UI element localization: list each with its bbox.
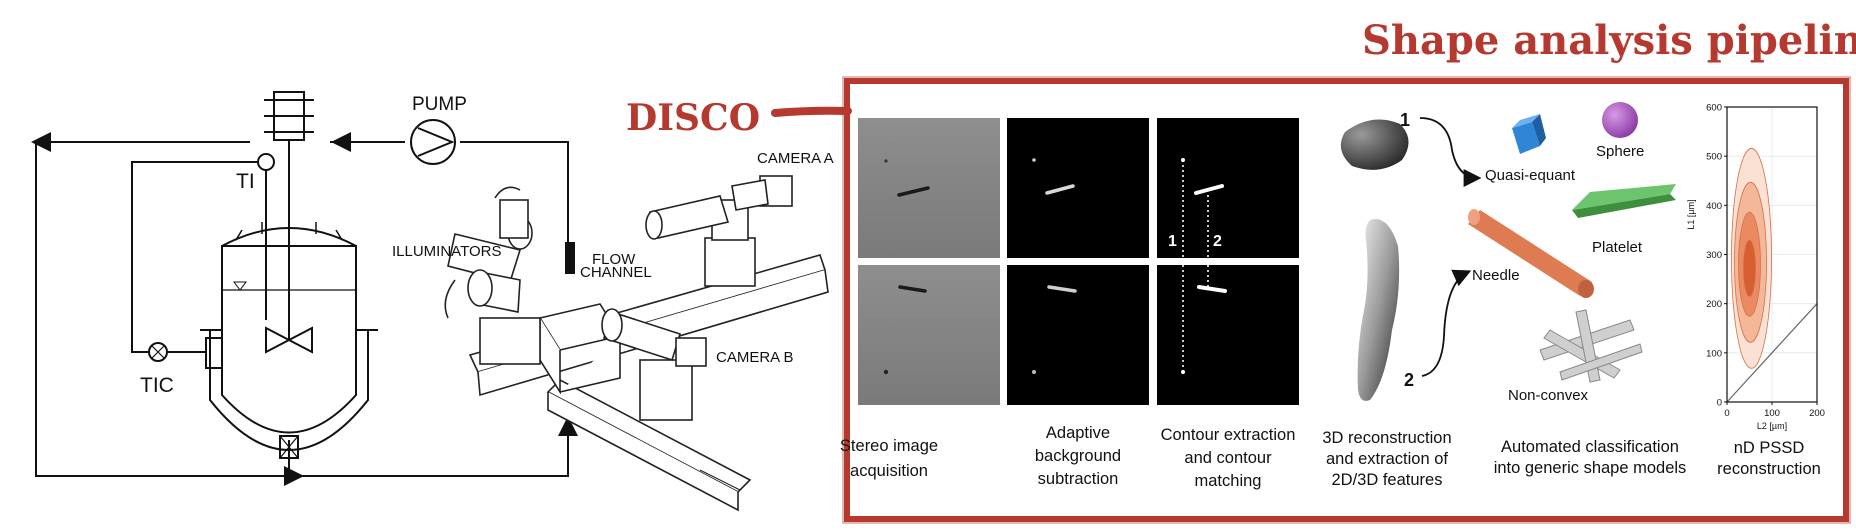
pipeline-step-2-line2: background xyxy=(1035,447,1121,465)
pssd-ytick-label: 200 xyxy=(1706,299,1722,310)
pssd-ytick-label: 300 xyxy=(1706,250,1722,261)
pipeline-step-3-line3: matching xyxy=(1195,472,1262,490)
shape-quasi-equant: Quasi-equant xyxy=(1485,167,1576,184)
pssd-chart: 0 100 200 300 400 500 600 0 100 200 L2 [µm] L1 [µm] xyxy=(1686,103,1825,432)
flow-channel-label-line1: FLOW xyxy=(592,251,636,268)
reconstructed-rock xyxy=(1340,119,1409,170)
pssd-ylabel: L1 [µm] xyxy=(1686,199,1696,229)
pipeline-frame xyxy=(844,78,1849,522)
pipeline-step-1-line1: Stereo image xyxy=(840,437,938,455)
tic-label: TIC xyxy=(140,374,174,397)
reconstruction-view-1: 1 xyxy=(1400,110,1410,130)
pipeline-step-3-line1: Contour extraction xyxy=(1161,426,1296,444)
shape-sphere: Sphere xyxy=(1596,143,1644,160)
pipeline-title: Shape analysis pipeline xyxy=(1362,17,1856,64)
reconstruction-view-2: 2 xyxy=(1404,370,1414,390)
pipeline-step-3-line2: and contour xyxy=(1184,449,1272,467)
sphere-icon xyxy=(1602,102,1638,138)
disco-brush-stroke xyxy=(771,106,852,117)
pipeline-captions: Stereo image acquisition Adaptive backgroun… xyxy=(840,424,1821,490)
pssd-ytick-label: 100 xyxy=(1706,348,1722,359)
camera-b-sketch xyxy=(601,308,707,421)
flow-channel-label-line2: CHANNEL xyxy=(580,264,652,281)
reconstruction-panel xyxy=(1340,117,1482,401)
pssd-xtick-label: 200 xyxy=(1809,408,1825,419)
pssd-density-contour-4 xyxy=(1743,239,1756,297)
pipeline-step-4-line2: and extraction of xyxy=(1326,450,1448,468)
pipeline-step-1-line2: acquisition xyxy=(850,462,928,480)
ti-sensor xyxy=(257,153,275,171)
camera-a-label: CAMERA A xyxy=(757,150,834,167)
pipeline-step-5-line2: into generic shape models xyxy=(1494,459,1687,477)
pssd-ytick-label: 400 xyxy=(1706,201,1722,212)
pipeline-step-2-line3: subtraction xyxy=(1038,470,1119,488)
reconstructed-needle xyxy=(1357,219,1400,401)
pump-label: PUMP xyxy=(412,94,467,115)
needle-icon xyxy=(1468,209,1594,298)
pssd-ytick-label: 0 xyxy=(1717,398,1722,409)
flow-channel-marker xyxy=(565,242,575,274)
pssd-ytick-label: 600 xyxy=(1706,103,1722,114)
contour-marker-2: 2 xyxy=(1213,233,1222,250)
ti-label: TI xyxy=(236,170,255,193)
platelet-icon xyxy=(1572,184,1676,218)
non-convex-icon xyxy=(1539,309,1643,383)
shape-models xyxy=(1468,102,1676,383)
pump-symbol xyxy=(410,119,456,165)
camera-a-sketch xyxy=(645,175,793,287)
quasi-equant-icon xyxy=(1512,114,1546,154)
pipeline-step-6-line2: reconstruction xyxy=(1717,460,1821,478)
illuminators-label: ILLUMINATORS xyxy=(392,243,501,260)
pssd-xtick-label: 0 xyxy=(1724,408,1729,419)
shape-platelet: Platelet xyxy=(1592,239,1643,256)
recirculation-loop xyxy=(35,141,569,477)
pssd-reference-line xyxy=(1726,303,1818,403)
shape-needle: Needle xyxy=(1472,267,1520,284)
pipeline-step-5-line1: Automated classification xyxy=(1501,438,1679,456)
background-subtraction-panel xyxy=(1007,118,1149,405)
contour-matching-panel xyxy=(1157,118,1299,405)
disco-label: DISCO xyxy=(626,97,760,139)
camera-setup-sketch xyxy=(444,175,829,512)
illuminators-sketch xyxy=(444,186,541,365)
pipeline-step-6-line1: nD PSSD xyxy=(1734,439,1805,457)
pssd-xlabel: L2 [µm] xyxy=(1757,421,1787,431)
reactor-diagram xyxy=(31,91,578,486)
pssd-xtick-label: 100 xyxy=(1764,408,1780,419)
stereo-image-panel xyxy=(858,118,1000,405)
reactor-vessel xyxy=(221,245,357,434)
pipeline-step-4-line3: 2D/3D features xyxy=(1332,471,1443,489)
shape-non-convex: Non-convex xyxy=(1508,387,1589,404)
pipeline-step-2-line1: Adaptive xyxy=(1046,424,1110,442)
pipeline-step-4-line1: 3D reconstruction xyxy=(1322,429,1451,447)
pssd-ytick-label: 500 xyxy=(1706,152,1722,163)
contour-marker-1: 1 xyxy=(1168,233,1177,250)
camera-b-label: CAMERA B xyxy=(716,349,794,366)
